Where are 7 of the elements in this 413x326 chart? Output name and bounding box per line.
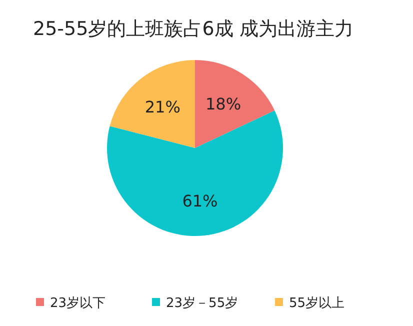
legend-label: 55岁以上 (289, 296, 345, 311)
data-label: 18% (206, 94, 242, 114)
data-label: 21% (144, 97, 180, 116)
legend-label: 23岁以下 (50, 296, 106, 311)
data-label: 61% (182, 192, 218, 211)
legend-label: 23岁－55岁 (166, 296, 238, 311)
chart-title: 25-55岁的上班族占6成 成为出游主力 (33, 18, 354, 40)
